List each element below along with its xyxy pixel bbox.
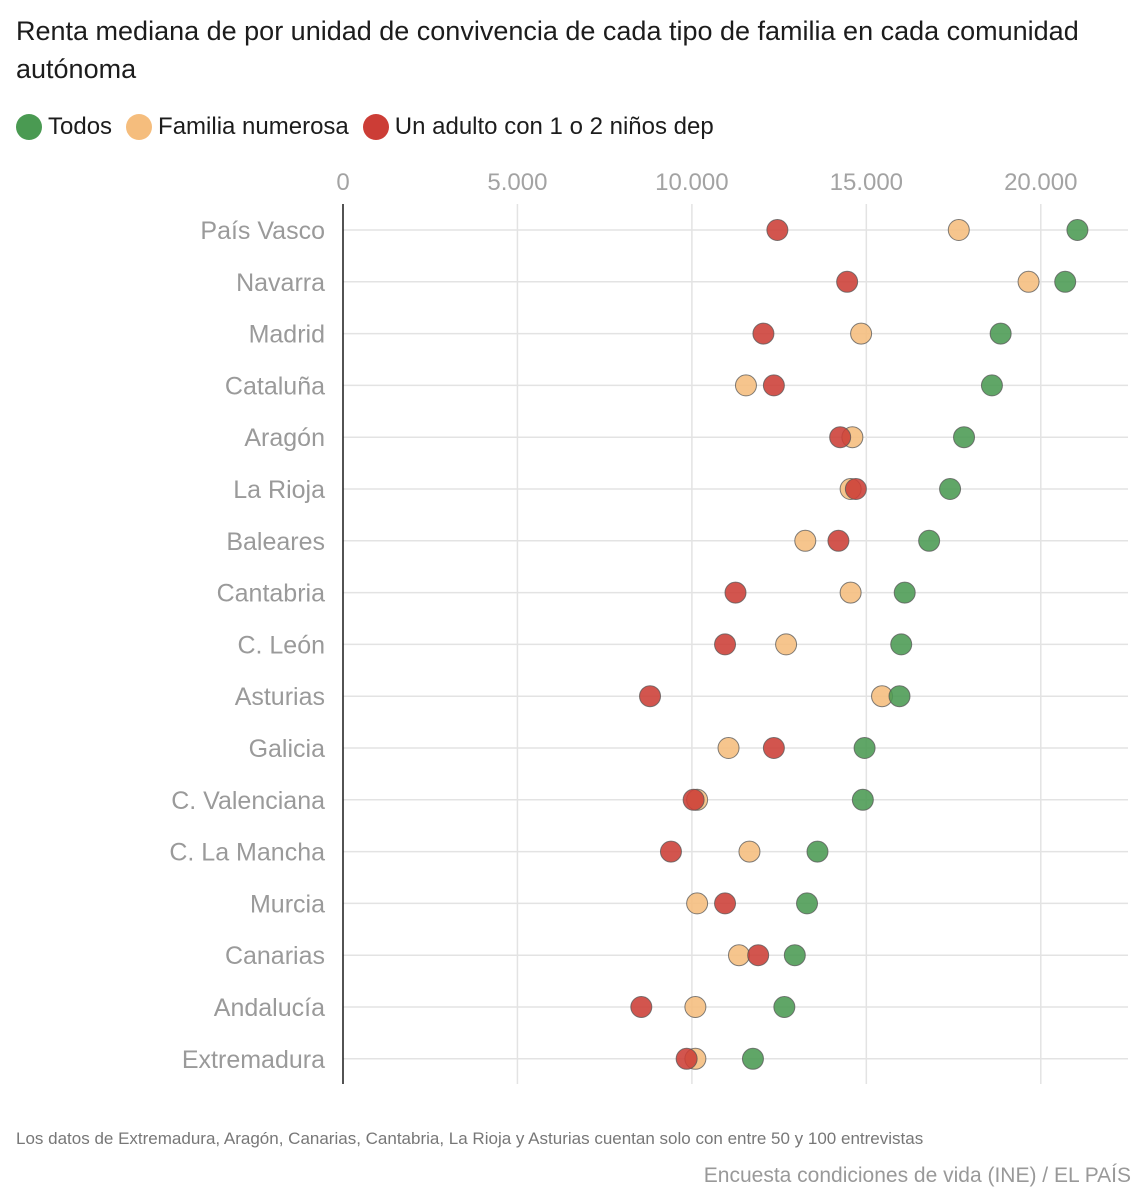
dot-familia-numerosa (734, 374, 757, 397)
dot-todos (980, 374, 1003, 397)
dot-familia-numerosa (850, 322, 873, 345)
dot-un-adulto (762, 374, 785, 397)
dot-un-adulto (639, 685, 662, 708)
dot-familia-numerosa (686, 892, 709, 915)
dot-un-adulto (659, 840, 682, 863)
dot-todos (939, 478, 962, 500)
dot-un-adulto (829, 426, 852, 449)
category-label: Extremadura (182, 1046, 325, 1074)
legend: Todos Familia numerosa Un adulto con 1 o… (16, 113, 728, 141)
dot-plot-chart: 0 5.000 10.000 15.000 20.000 País Vasco Navarr… (169, 169, 1128, 1084)
dot-todos (953, 426, 976, 449)
category-label: Cataluña (225, 372, 325, 400)
category-label: Aragón (244, 424, 325, 452)
legend-label-todos: Todos (48, 113, 113, 140)
dot-un-adulto (714, 892, 737, 915)
x-tick-label: 20.000 (1004, 169, 1077, 196)
category-label: País Vasco (200, 217, 325, 245)
category-label: C. León (237, 631, 325, 659)
dot-todos (741, 1047, 764, 1070)
dot-familia-numerosa (775, 633, 798, 656)
legend-item-un-adulto: Un adulto con 1 o 2 niños dep (362, 113, 714, 141)
legend-swatch-familia-numerosa (126, 114, 153, 140)
dot-todos (783, 944, 806, 967)
grid-layer (343, 204, 1128, 1084)
category-label: C. La Mancha (169, 839, 325, 867)
dot-todos (853, 737, 876, 759)
legend-label-familia-numerosa: Familia numerosa (158, 113, 349, 140)
x-tick-label: 0 (336, 169, 349, 196)
category-label: Andalucía (214, 994, 325, 1022)
dot-familia-numerosa (717, 737, 740, 759)
dot-todos (989, 322, 1012, 345)
dot-todos (796, 892, 819, 915)
dot-un-adulto (752, 322, 775, 345)
source-credit: Encuesta condiciones de vida (INE) / EL … (703, 1164, 1131, 1187)
dot-un-adulto (836, 270, 859, 293)
category-label: Madrid (249, 321, 325, 349)
dot-un-adulto (747, 944, 770, 967)
dot-un-adulto (682, 788, 705, 811)
dot-un-adulto (827, 529, 850, 552)
category-label: La Rioja (233, 476, 325, 504)
dot-todos (1066, 219, 1089, 241)
dot-todos (1054, 270, 1077, 293)
dot-familia-numerosa (1017, 270, 1040, 293)
x-tick-label: 10.000 (655, 169, 728, 196)
legend-item-familia-numerosa: Familia numerosa (126, 113, 349, 141)
dot-todos (888, 685, 911, 708)
category-label: Asturias (235, 683, 325, 711)
legend-swatch-todos (16, 114, 42, 140)
category-label: Navarra (236, 269, 325, 297)
legend-label-un-adulto: Un adulto con 1 o 2 niños dep (394, 113, 714, 140)
dot-todos (851, 788, 874, 811)
dot-familia-numerosa (738, 840, 761, 863)
legend-item-todos: Todos (16, 113, 112, 141)
dot-todos (918, 529, 941, 552)
dot-un-adulto (630, 996, 653, 1018)
dot-todos (893, 581, 916, 604)
dot-un-adulto (766, 219, 789, 241)
category-label: Baleares (226, 528, 325, 556)
dot-un-adulto (675, 1047, 698, 1070)
dot-familia-numerosa (947, 219, 970, 241)
dots-layer (630, 219, 1089, 1070)
dot-todos (890, 633, 913, 656)
dot-un-adulto (724, 581, 747, 604)
dot-un-adulto (714, 633, 737, 656)
legend-swatch-un-adulto (362, 114, 389, 140)
dot-familia-numerosa (794, 529, 817, 552)
category-label: Canarias (225, 942, 325, 970)
x-tick-label: 15.000 (830, 169, 903, 196)
dot-un-adulto (762, 737, 785, 759)
category-label: C. Valenciana (171, 787, 325, 815)
axis-layer: 0 5.000 10.000 15.000 20.000 País Vasco Navarr… (169, 169, 1077, 1084)
footnote: Los datos de Extremadura, Aragón, Canari… (16, 1129, 924, 1148)
category-label: Murcia (250, 890, 325, 918)
x-tick-label: 5.000 (487, 169, 547, 196)
dot-familia-numerosa (727, 944, 750, 967)
dot-familia-numerosa (684, 996, 707, 1018)
dot-todos (806, 840, 829, 863)
category-label: Cantabria (217, 580, 325, 608)
dot-todos (773, 996, 796, 1018)
dot-un-adulto (844, 478, 867, 500)
category-label: Galicia (249, 735, 326, 763)
dot-familia-numerosa (839, 581, 862, 604)
chart-title: Renta mediana de por unidad de convivenc… (16, 16, 1079, 84)
